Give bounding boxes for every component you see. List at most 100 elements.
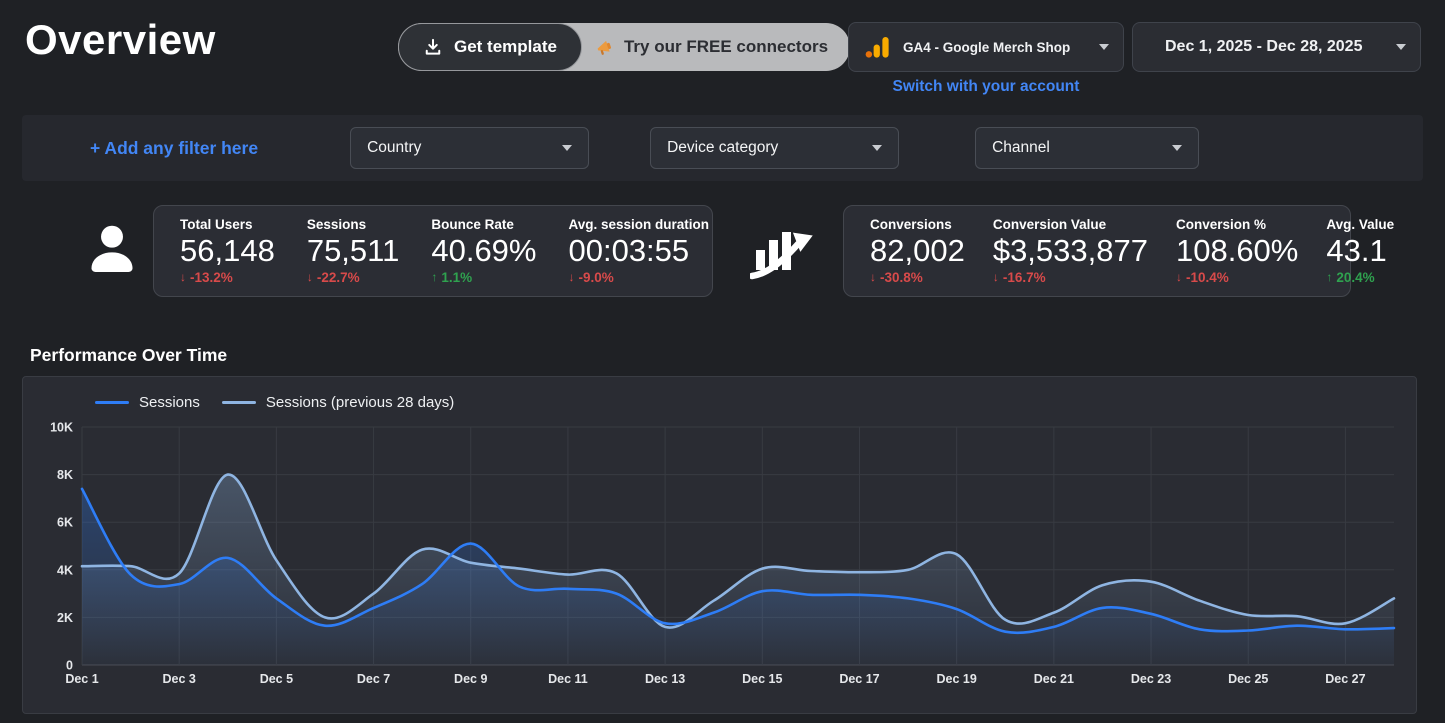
metric-value: 56,148 — [180, 233, 275, 269]
channel-dropdown[interactable]: Channel — [975, 127, 1200, 169]
metric-label: Conversions — [870, 217, 952, 233]
audience-kpi-card: Total Users 56,148 ↓ -13.2% Sessions 75,5… — [153, 205, 713, 297]
delta-arrow-icon: ↑ — [431, 270, 438, 285]
metric-conversion-value: Conversion Value $3,533,877 ↓ -16.7% — [993, 216, 1148, 286]
metric-delta: ↓ -16.7% — [992, 269, 1046, 285]
metric-label: Bounce Rate — [431, 217, 514, 233]
metric-label: Avg. Value — [1326, 217, 1395, 233]
svg-text:2K: 2K — [57, 611, 73, 625]
metric-label: Conversion Value — [992, 217, 1107, 233]
svg-text:10K: 10K — [50, 421, 73, 435]
svg-text:4K: 4K — [57, 563, 73, 577]
channel-dropdown-label: Channel — [992, 139, 1050, 156]
legend-item-sessions: Sessions — [95, 394, 200, 411]
section-title: Performance Over Time — [30, 345, 228, 365]
chevron-down-icon — [872, 145, 883, 151]
metric-avg-value: Avg. Value 43.1 ↑ 20.4% — [1326, 216, 1394, 286]
date-range-label: Dec 1, 2025 - Dec 28, 2025 — [1165, 38, 1363, 55]
legend-swatch-sessions — [95, 400, 129, 405]
chevron-down-icon — [1172, 145, 1183, 151]
chevron-down-icon — [1396, 44, 1406, 50]
cta-button-group: Get template Try our FREE connectors — [398, 23, 851, 71]
download-icon — [423, 37, 443, 57]
delta-arrow-icon: ↓ — [180, 270, 186, 285]
metric-delta: ↑ 20.4% — [1326, 269, 1375, 285]
delta-arrow-icon: ↓ — [306, 270, 313, 285]
metric-value: 75,511 — [306, 233, 400, 269]
chevron-down-icon — [562, 145, 573, 151]
svg-text:Dec 13: Dec 13 — [645, 672, 685, 686]
metric-delta: ↓ -22.7% — [306, 269, 360, 285]
svg-text:0: 0 — [66, 659, 73, 673]
metric-avg-session-duration: Avg. session duration 00:03:55 ↓ -9.0% — [568, 216, 709, 286]
svg-text:Dec 15: Dec 15 — [742, 672, 782, 686]
metric-value: 43.1 — [1326, 233, 1387, 269]
legend-label: Sessions (previous 28 days) — [265, 394, 455, 411]
get-template-button[interactable]: Get template — [398, 23, 582, 71]
page-title: Overview — [25, 16, 216, 63]
delta-arrow-icon: ↓ — [1175, 270, 1182, 285]
svg-text:Dec 7: Dec 7 — [357, 672, 390, 686]
metric-sessions: Sessions 75,511 ↓ -22.7% — [307, 216, 400, 286]
chart-legend: Sessions Sessions (previous 28 days) — [95, 394, 1416, 411]
legend-label: Sessions — [139, 394, 200, 411]
metric-value: $3,533,877 — [992, 233, 1148, 269]
metric-delta: ↓ -9.0% — [568, 269, 614, 285]
metric-label: Avg. session duration — [568, 217, 710, 233]
metric-total-users: Total Users 56,148 ↓ -13.2% — [180, 216, 275, 286]
delta-arrow-icon: ↑ — [1326, 270, 1333, 285]
metric-delta: ↓ -10.4% — [1175, 269, 1229, 285]
metric-label: Total Users — [180, 217, 253, 233]
svg-text:Dec 3: Dec 3 — [163, 672, 196, 686]
conversions-kpi-card: Conversions 82,002 ↓ -30.8% Conversion Va… — [843, 205, 1394, 297]
free-connectors-label: Try our FREE connectors — [623, 37, 829, 56]
metric-delta: ↓ -30.8% — [870, 269, 923, 285]
svg-text:6K: 6K — [57, 516, 73, 530]
user-icon — [83, 220, 141, 282]
chart-panel: Sessions Sessions (previous 28 days) 0 2K… — [22, 376, 1417, 714]
metric-value: 40.69% — [431, 233, 537, 269]
svg-text:Dec 25: Dec 25 — [1228, 672, 1268, 686]
date-range-selector[interactable]: Dec 1, 2025 - Dec 28, 2025 — [1132, 22, 1421, 72]
free-connectors-button[interactable]: Try our FREE connectors — [582, 37, 828, 58]
performance-over-time-chart: 0 2K 4K 6K 8K 10K Dec 1 Dec 3 Dec 5 Dec 7 Dec 9 Dec… — [50, 421, 1396, 686]
metric-value: 82,002 — [870, 233, 965, 269]
trend-icon — [749, 222, 817, 280]
delta-arrow-icon: ↓ — [992, 270, 999, 285]
kpi-row: Total Users 56,148 ↓ -13.2% Sessions 75,5… — [22, 205, 1423, 297]
svg-text:Dec 23: Dec 23 — [1131, 672, 1171, 686]
svg-text:Dec 5: Dec 5 — [260, 672, 293, 686]
metric-bounce-rate: Bounce Rate 40.69% ↑ 1.1% — [431, 216, 536, 286]
filter-bar: + Add any filter here Country Device cat… — [22, 115, 1423, 181]
metric-value: 00:03:55 — [568, 233, 690, 269]
chevron-down-icon — [1099, 44, 1109, 50]
metric-conversions: Conversions 82,002 ↓ -30.8% — [870, 216, 965, 286]
legend-item-sessions-previous: Sessions (previous 28 days) — [221, 394, 455, 411]
add-filter-link[interactable]: + Add any filter here — [90, 137, 259, 158]
account-selector-label: GA4 - Google Merch Shop — [903, 39, 1071, 55]
device-category-dropdown-label: Device category — [667, 139, 779, 156]
metric-delta: ↑ 1.1% — [431, 269, 473, 285]
delta-arrow-icon: ↓ — [870, 270, 876, 285]
metric-label: Conversion % — [1175, 217, 1267, 233]
account-selector[interactable]: GA4 - Google Merch Shop — [848, 22, 1124, 72]
get-template-label: Get template — [454, 37, 557, 56]
legend-swatch-sessions-previous — [221, 400, 256, 405]
svg-text:Dec 27: Dec 27 — [1325, 672, 1365, 686]
switch-account-link[interactable]: Switch with your account — [892, 78, 1080, 95]
svg-text:8K: 8K — [57, 468, 73, 482]
svg-text:Dec 9: Dec 9 — [454, 672, 487, 686]
metric-value: 108.60% — [1175, 233, 1299, 269]
country-dropdown-label: Country — [367, 139, 422, 156]
megaphone-icon — [595, 37, 616, 58]
svg-text:Dec 11: Dec 11 — [548, 672, 588, 686]
device-category-dropdown[interactable]: Device category — [650, 127, 900, 169]
metric-label: Sessions — [306, 217, 367, 233]
svg-text:Dec 21: Dec 21 — [1034, 672, 1074, 686]
country-dropdown[interactable]: Country — [350, 127, 590, 169]
svg-text:Dec 17: Dec 17 — [839, 672, 879, 686]
metric-delta: ↓ -13.2% — [180, 269, 233, 285]
svg-text:Dec 19: Dec 19 — [937, 672, 977, 686]
metric-conversion-percent: Conversion % 108.60% ↓ -10.4% — [1176, 216, 1298, 286]
